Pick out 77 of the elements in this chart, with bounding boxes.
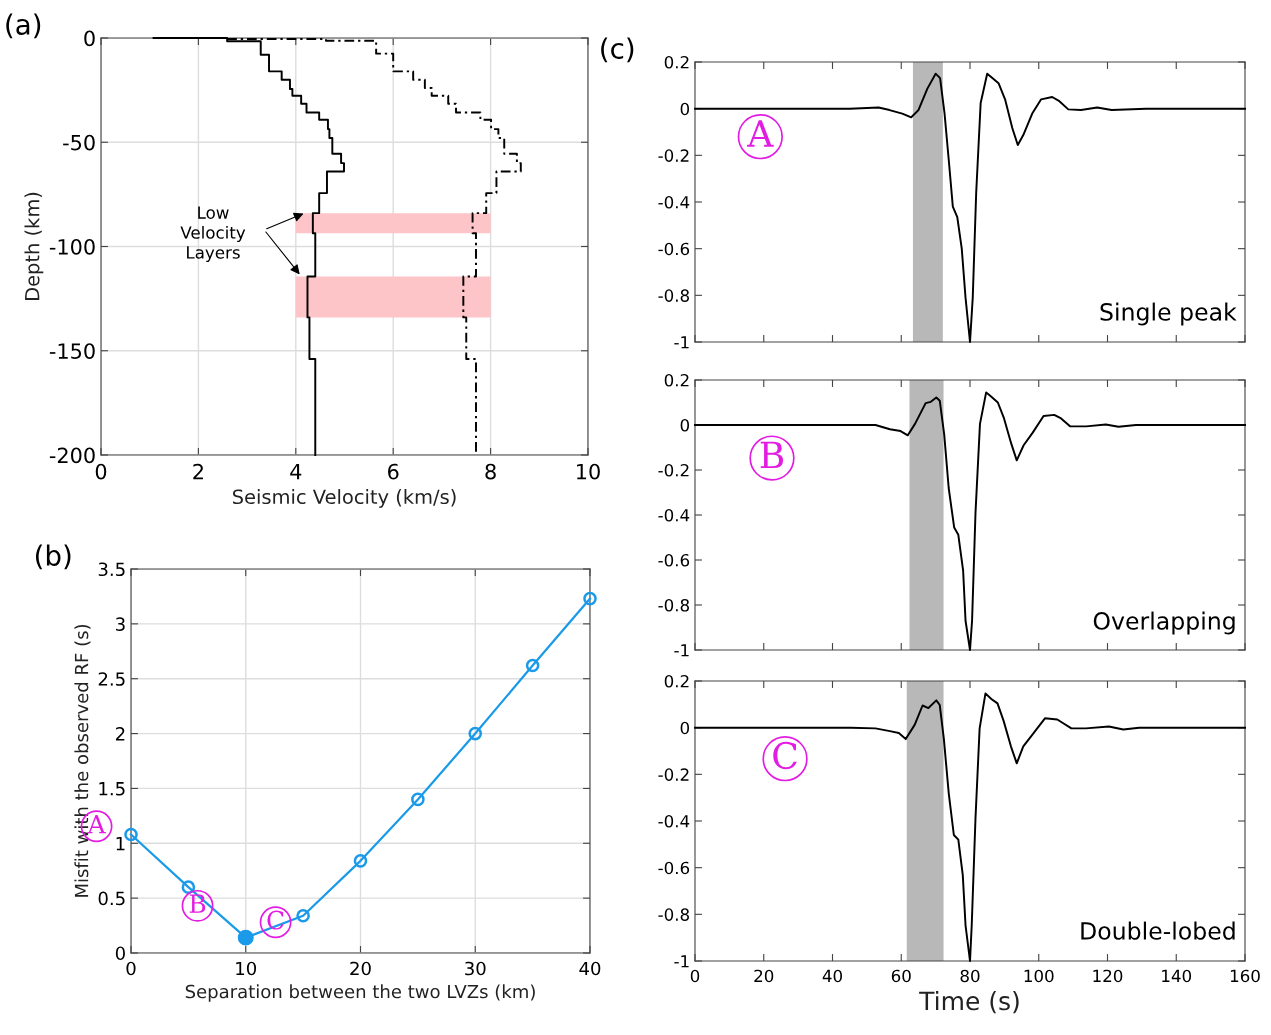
y-tick-label: -0.6 xyxy=(658,242,690,256)
y-tick-label: -0.8 xyxy=(658,908,689,921)
annotation: Double-lobed xyxy=(1081,921,1235,940)
y-tick-label: 0.2 xyxy=(664,674,689,688)
point xyxy=(468,726,483,741)
point xyxy=(296,908,310,923)
y-tick-label: 0 xyxy=(680,102,690,116)
x-tick-label: 30 xyxy=(465,961,486,976)
y-tick-label: 2 xyxy=(115,727,125,741)
x-tick-label: 20 xyxy=(350,961,371,976)
y-tick-label: 0.2 xyxy=(664,373,689,387)
y-tick-label: -0.4 xyxy=(658,814,690,828)
x-tick-label: 6 xyxy=(388,463,399,480)
x-tick-label: 20 xyxy=(754,969,774,983)
x-tick-label: 40 xyxy=(579,961,601,976)
x-tick-label: 100 xyxy=(1024,969,1054,983)
chart-title: (b) xyxy=(35,544,71,570)
x-tick-label: 40 xyxy=(822,969,842,983)
annotation: Single peak xyxy=(1100,302,1237,326)
x-tick-label: 140 xyxy=(1162,969,1192,983)
x-tick-label: 10 xyxy=(577,463,600,480)
x-tick-label: 160 xyxy=(1230,969,1260,983)
point xyxy=(525,658,540,673)
x-tick-label: 0 xyxy=(690,969,700,983)
y-tick-label: 1.5 xyxy=(99,782,125,796)
y-tick-label: 2.5 xyxy=(98,672,125,686)
chart-title: (a) xyxy=(6,13,41,39)
y-tick-label: -0.4 xyxy=(658,195,690,209)
x-tick-label: 4 xyxy=(290,463,302,480)
y-tick-label: -0.2 xyxy=(658,463,689,477)
x-axis-title: Seismic Velocity (km/s) xyxy=(233,489,456,508)
x-tick-label: 60 xyxy=(891,969,911,983)
y-tick-label: 3.5 xyxy=(98,562,125,577)
y-tick-label: 0 xyxy=(680,721,690,735)
y-tick-label: -0.2 xyxy=(658,768,689,781)
y-tick-label: -0.8 xyxy=(658,289,689,302)
point xyxy=(181,880,196,894)
x-axis-title: Separation between the two LVZs (km) xyxy=(185,984,535,1002)
point xyxy=(411,792,425,807)
x-tick-label: 80 xyxy=(960,969,980,983)
annotation: C xyxy=(773,741,797,770)
annotation: B xyxy=(760,441,784,469)
y-tick-label: 1 xyxy=(116,836,125,851)
y-tick-label: 3 xyxy=(116,617,125,631)
y-tick-label: 0 xyxy=(680,418,690,432)
y-tick-label: -200 xyxy=(49,447,95,464)
y-tick-label: 0.5 xyxy=(98,891,125,906)
y-tick-label: -1 xyxy=(674,336,689,349)
x-tick-label: 2 xyxy=(193,463,203,480)
y-tick-label: -0.8 xyxy=(658,598,689,612)
x-tick-label: 8 xyxy=(485,463,496,480)
y-tick-label: -1 xyxy=(674,955,689,968)
point xyxy=(353,854,368,868)
point xyxy=(124,827,138,842)
y-tick-label: 0 xyxy=(115,946,125,961)
y-tick-label: -50 xyxy=(63,134,95,151)
x-tick-label: 10 xyxy=(236,961,257,976)
y-tick-label: -150 xyxy=(49,343,95,359)
annotation: Overlapping xyxy=(1093,611,1235,635)
y-tick-label: -100 xyxy=(49,238,95,255)
point xyxy=(583,591,597,606)
x-tick-label: 0 xyxy=(126,961,136,976)
y-tick-label: -0.2 xyxy=(658,149,689,162)
y-tick-label: -0.6 xyxy=(658,861,690,875)
y-tick-label: 0.2 xyxy=(664,55,689,69)
annotation: A xyxy=(747,120,774,147)
x-tick-label: 120 xyxy=(1093,969,1123,983)
annotation: Low Velocity Layers xyxy=(180,206,246,262)
y-axis-title: Depth (km) xyxy=(24,192,44,300)
y-tick-label: 0 xyxy=(84,30,95,47)
y-tick-label: -0.4 xyxy=(658,508,690,522)
y-tick-label: -0.6 xyxy=(658,553,690,567)
x-axis-title: Time (s) xyxy=(919,991,1019,1014)
annotation: C xyxy=(267,910,284,930)
annotation: B xyxy=(189,894,206,913)
y-tick-label: -1 xyxy=(674,644,689,657)
chart-title: (c) xyxy=(601,37,634,63)
